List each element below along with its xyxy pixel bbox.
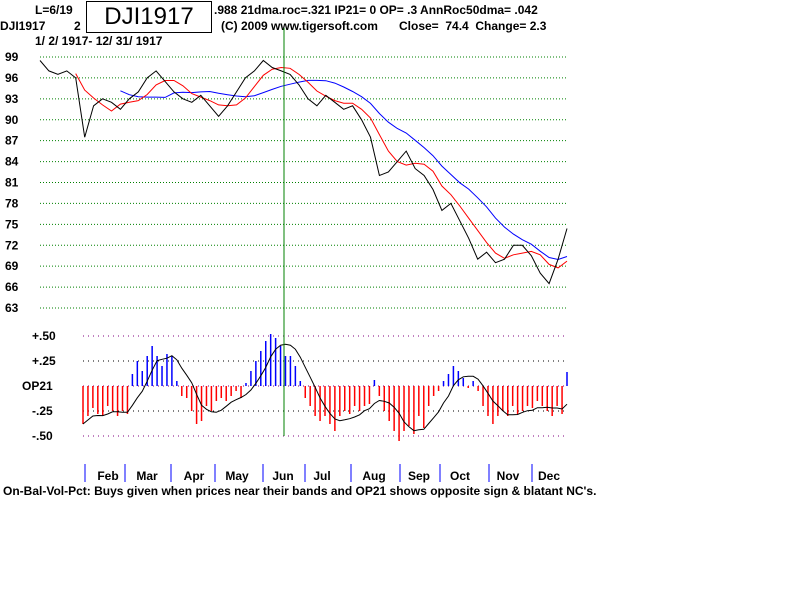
close-change: Close= 74.4 Change= 2.3 bbox=[399, 19, 547, 33]
op-tick-label: OP21 bbox=[22, 379, 53, 393]
ma50-line bbox=[120, 79, 568, 261]
month-label: Apr bbox=[184, 469, 205, 483]
y-tick-label: 87 bbox=[5, 134, 19, 148]
month-label: Aug bbox=[362, 469, 385, 483]
month-label: Oct bbox=[450, 469, 470, 483]
hidden-char: 2 bbox=[74, 19, 81, 33]
y-tick-label: 99 bbox=[5, 50, 19, 64]
y-tick-label: 75 bbox=[5, 217, 19, 231]
op21-ma-line bbox=[82, 343, 568, 432]
op-tick-label: +.25 bbox=[32, 354, 56, 368]
op-tick-label: -.50 bbox=[32, 429, 53, 443]
footer-note: On-Bal-Vol-Pct: Buys given when prices n… bbox=[3, 484, 597, 498]
stats-line: .988 21dma.roc=.321 IP21= 0 OP= .3 AnnRo… bbox=[214, 3, 538, 17]
y-tick-label: 84 bbox=[5, 155, 19, 169]
y-tick-label: 96 bbox=[5, 71, 19, 85]
month-label: Jul bbox=[313, 469, 330, 483]
y-tick-label: 69 bbox=[5, 259, 19, 273]
copyright: (C) 2009 www.tigersoft.com bbox=[221, 19, 378, 33]
y-tick-label: 81 bbox=[5, 176, 19, 190]
month-label: Mar bbox=[136, 469, 158, 483]
title-box: DJI1917 bbox=[86, 1, 212, 33]
month-label: Sep bbox=[408, 469, 430, 483]
month-label: Nov bbox=[497, 469, 520, 483]
y-tick-label: 66 bbox=[5, 280, 19, 294]
month-label: Feb bbox=[97, 469, 118, 483]
y-tick-label: 90 bbox=[5, 113, 19, 127]
op-tick-label: -.25 bbox=[32, 404, 53, 418]
date-range: 1/ 2/ 1917- 12/ 31/ 1917 bbox=[35, 34, 163, 48]
last-date: L=6/19 bbox=[35, 3, 73, 17]
y-tick-label: 78 bbox=[5, 196, 19, 210]
ma21-line bbox=[75, 66, 568, 269]
close-line bbox=[39, 59, 568, 285]
month-label: May bbox=[225, 469, 249, 483]
month-label: Dec bbox=[538, 469, 560, 483]
y-tick-label: 63 bbox=[5, 301, 19, 315]
month-label: Jun bbox=[272, 469, 293, 483]
symbol-label: DJI1917 bbox=[0, 19, 46, 33]
op-tick-label: +.50 bbox=[32, 329, 56, 343]
y-tick-label: 72 bbox=[5, 238, 19, 252]
y-tick-label: 93 bbox=[5, 92, 19, 106]
